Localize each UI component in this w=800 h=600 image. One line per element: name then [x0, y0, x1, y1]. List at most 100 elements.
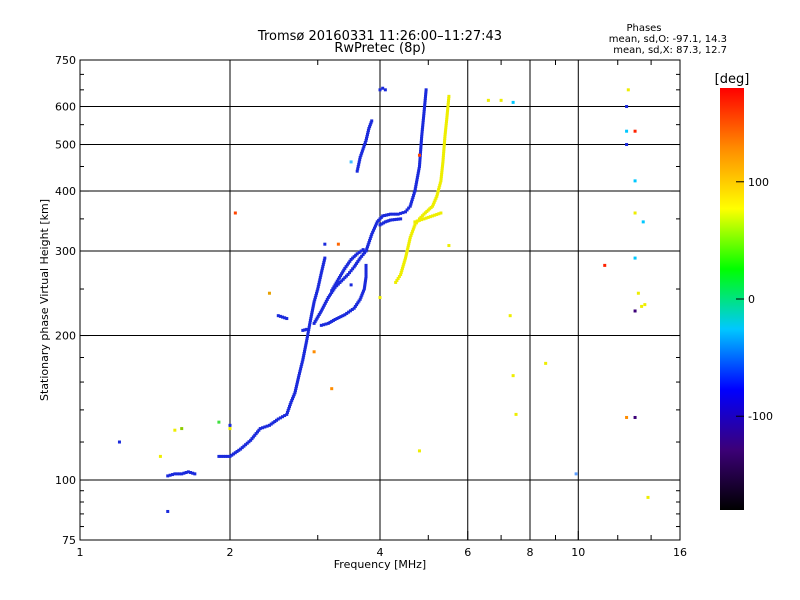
trace-point: [411, 196, 415, 200]
trace-point: [419, 141, 423, 145]
trace-point: [411, 227, 415, 231]
trace-point: [340, 279, 344, 283]
trace-point: [363, 283, 367, 287]
trace-point: [436, 190, 440, 194]
trace-point: [228, 454, 232, 458]
trace-point: [299, 365, 303, 369]
trace-point: [364, 270, 368, 274]
trace-point: [410, 231, 414, 235]
scatter-point: [625, 105, 629, 109]
trace-point: [285, 317, 289, 321]
trace-point: [387, 213, 391, 217]
trace-point: [285, 410, 289, 414]
trace-point: [189, 471, 193, 475]
trace-point: [413, 223, 417, 227]
trace-point: [441, 156, 445, 160]
trace-point: [405, 250, 409, 254]
trace-point: [446, 107, 450, 111]
trace-point: [440, 164, 444, 168]
trace-point: [320, 307, 324, 311]
scatter-point: [330, 387, 334, 391]
trace-point: [351, 267, 355, 271]
colorbar-tick-label: -100: [748, 410, 773, 423]
trace-point: [318, 278, 322, 282]
phases-mean-o: mean, sd,O: -97.1, 14.3: [609, 34, 727, 45]
trace-point: [355, 303, 359, 307]
trace-point: [405, 208, 409, 212]
scatter-point: [417, 153, 421, 157]
trace-point: [419, 145, 423, 149]
x-tick-label: 8: [527, 546, 534, 559]
y-tick-label: 600: [55, 101, 76, 114]
trace-point: [256, 430, 259, 434]
trace-point: [267, 423, 271, 427]
trace-point: [306, 330, 310, 334]
trace-point: [365, 134, 369, 138]
trace-point: [395, 217, 399, 221]
trace-point: [283, 316, 287, 320]
trace-point: [300, 360, 304, 364]
trace-point: [440, 168, 444, 172]
trace-point: [418, 156, 422, 160]
trace-point: [364, 268, 368, 272]
trace-point: [402, 262, 406, 266]
trace-point: [408, 238, 412, 242]
trace-point: [442, 147, 446, 151]
trace-point: [442, 143, 446, 147]
trace-point: [322, 323, 326, 327]
phases-mean-x: mean, sd,X: 87.3, 12.7: [613, 45, 727, 56]
scatter-point: [233, 211, 237, 215]
trace-point: [276, 417, 280, 421]
trace-point: [426, 215, 430, 219]
trace-point: [321, 305, 325, 309]
trace-point: [413, 220, 417, 224]
trace-point: [296, 378, 300, 382]
trace-point: [408, 204, 412, 208]
trace-point: [415, 180, 419, 184]
trace-point: [423, 99, 427, 103]
trace-point: [391, 218, 395, 222]
chart-subtitle: RwPretec (8p): [334, 41, 425, 56]
trace-point: [356, 165, 360, 169]
trace-point: [358, 297, 362, 301]
trace-point: [287, 406, 291, 410]
scatter-point: [643, 303, 647, 307]
trace-point: [320, 269, 324, 273]
trace-point: [305, 339, 309, 343]
trace-point: [406, 246, 410, 250]
trace-point: [357, 250, 361, 254]
trace-point: [193, 472, 197, 476]
trace-point: [396, 276, 400, 280]
trace-point: [328, 320, 332, 324]
trace-point: [414, 185, 418, 189]
trace-point: [359, 249, 363, 253]
trace-point: [419, 143, 423, 147]
trace-point: [301, 356, 305, 360]
trace-point: [422, 114, 426, 118]
trace-point: [322, 303, 326, 307]
trace-point: [289, 401, 293, 405]
trace-point: [357, 299, 361, 303]
trace-point: [323, 256, 327, 260]
trace-point: [298, 369, 302, 373]
trace-point: [312, 300, 316, 304]
trace-point: [445, 111, 449, 115]
trace-point: [353, 263, 357, 267]
trace-point: [446, 103, 450, 107]
trace-point: [444, 124, 448, 128]
trace-point: [363, 143, 367, 147]
trace-point: [421, 125, 425, 129]
trace-point: [423, 105, 427, 109]
trace-point: [303, 345, 307, 349]
trace-point: [317, 280, 321, 284]
trace-point: [407, 206, 411, 210]
trace-point: [354, 253, 358, 257]
scatter-point: [417, 449, 421, 453]
trace-point: [421, 118, 425, 122]
trace-point: [309, 316, 313, 320]
trace-point: [173, 472, 177, 476]
trace-point: [330, 290, 334, 294]
trace-point: [443, 132, 447, 136]
trace-point: [404, 254, 408, 258]
trace-point: [224, 454, 228, 458]
